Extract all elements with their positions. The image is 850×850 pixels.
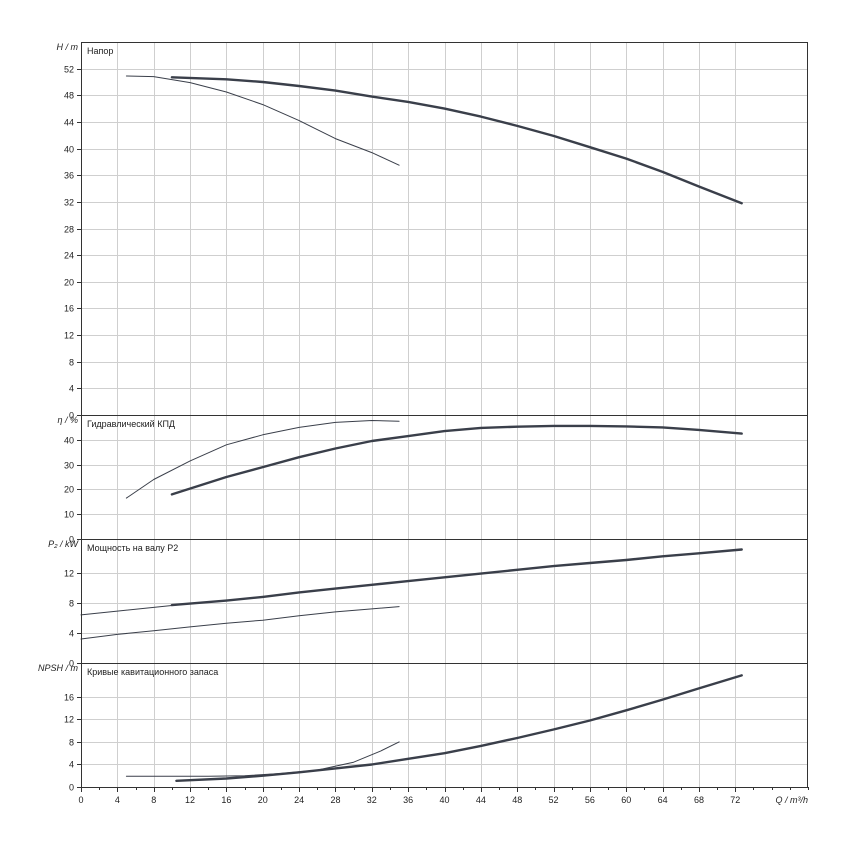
series-line-power-2 — [80, 600, 227, 616]
x-tick-label: 52 — [549, 795, 559, 805]
series-line-efficiency-0 — [170, 424, 743, 496]
series-line-head-0 — [170, 76, 743, 205]
x-tick-label: 64 — [658, 795, 668, 805]
series-line-efficiency-1 — [125, 420, 400, 499]
x-tick-label: 48 — [512, 795, 522, 805]
y-tick-label: 12 — [64, 569, 74, 579]
y-tick-label: 20 — [64, 485, 74, 495]
y-tick-label: 20 — [64, 278, 74, 288]
x-tick-label: 56 — [585, 795, 595, 805]
panel-frame-npsh — [81, 663, 808, 788]
y-tick-label: 0 — [69, 783, 74, 793]
y-tick-label: 24 — [64, 251, 74, 261]
series-line-npsh-0 — [175, 674, 743, 782]
y-tick-label: 30 — [64, 461, 74, 471]
panel-title-power: Мощность на валу P2 — [87, 543, 178, 553]
grid-layer — [81, 42, 808, 787]
panel-title-efficiency: Гидравлический КПД — [87, 419, 175, 429]
x-axis-label: Q / m³/h — [775, 795, 808, 805]
y-tick-label: 40 — [64, 145, 74, 155]
frame-layer — [77, 42, 809, 792]
y-axis-label-efficiency: η / % — [57, 415, 78, 425]
y-tick-label: 8 — [69, 599, 74, 609]
y-tick-label: 40 — [64, 436, 74, 446]
series-line-head-1 — [125, 75, 400, 166]
y-tick-label: 12 — [64, 331, 74, 341]
y-tick-label: 16 — [64, 693, 74, 703]
x-tick-label: 0 — [78, 795, 83, 805]
x-tick-label: 12 — [185, 795, 195, 805]
y-tick-label: 10 — [64, 510, 74, 520]
y-tick-label: 52 — [64, 65, 74, 75]
x-tick-label: 24 — [294, 795, 304, 805]
series-line-npsh-1 — [125, 741, 400, 777]
y-tick-label: 4 — [69, 384, 74, 394]
x-tick-label: 28 — [330, 795, 340, 805]
y-tick-label: 44 — [64, 118, 74, 128]
y-tick-label: 0 — [69, 659, 74, 669]
x-tick-label: 72 — [730, 795, 740, 805]
y-axis-label-head: H / m — [57, 42, 79, 52]
x-tick-label: 40 — [439, 795, 449, 805]
x-tick-label: 16 — [221, 795, 231, 805]
x-tick-label: 4 — [115, 795, 120, 805]
y-tick-label: 32 — [64, 198, 74, 208]
x-tick-label: 32 — [367, 795, 377, 805]
y-tick-label: 16 — [64, 304, 74, 314]
y-tick-label: 36 — [64, 171, 74, 181]
y-tick-label: 4 — [69, 760, 74, 770]
y-tick-label: 12 — [64, 715, 74, 725]
x-tick-label: 44 — [476, 795, 486, 805]
series-layer — [80, 75, 743, 782]
y-tick-label: 48 — [64, 91, 74, 101]
y-axis-label-power: P₂ / kW — [48, 539, 79, 549]
y-tick-label: 8 — [69, 358, 74, 368]
series-line-power-0 — [170, 548, 743, 607]
y-axis-label-npsh: NPSH / m — [38, 663, 79, 673]
y-tick-label: 0 — [69, 535, 74, 545]
y-tick-label: 0 — [69, 411, 74, 421]
panel-title-head: Напор — [87, 46, 113, 56]
y-tick-label: 8 — [69, 738, 74, 748]
y-tick-label: 4 — [69, 629, 74, 639]
x-tick-label: 8 — [151, 795, 156, 805]
panel-title-npsh: Кривые кавитационного запаса — [87, 667, 218, 677]
x-tick-label: 68 — [694, 795, 704, 805]
x-tick-label: 20 — [258, 795, 268, 805]
y-tick-label: 28 — [64, 225, 74, 235]
series-line-power-1 — [80, 606, 400, 640]
x-tick-label: 36 — [403, 795, 413, 805]
x-tick-label: 60 — [621, 795, 631, 805]
